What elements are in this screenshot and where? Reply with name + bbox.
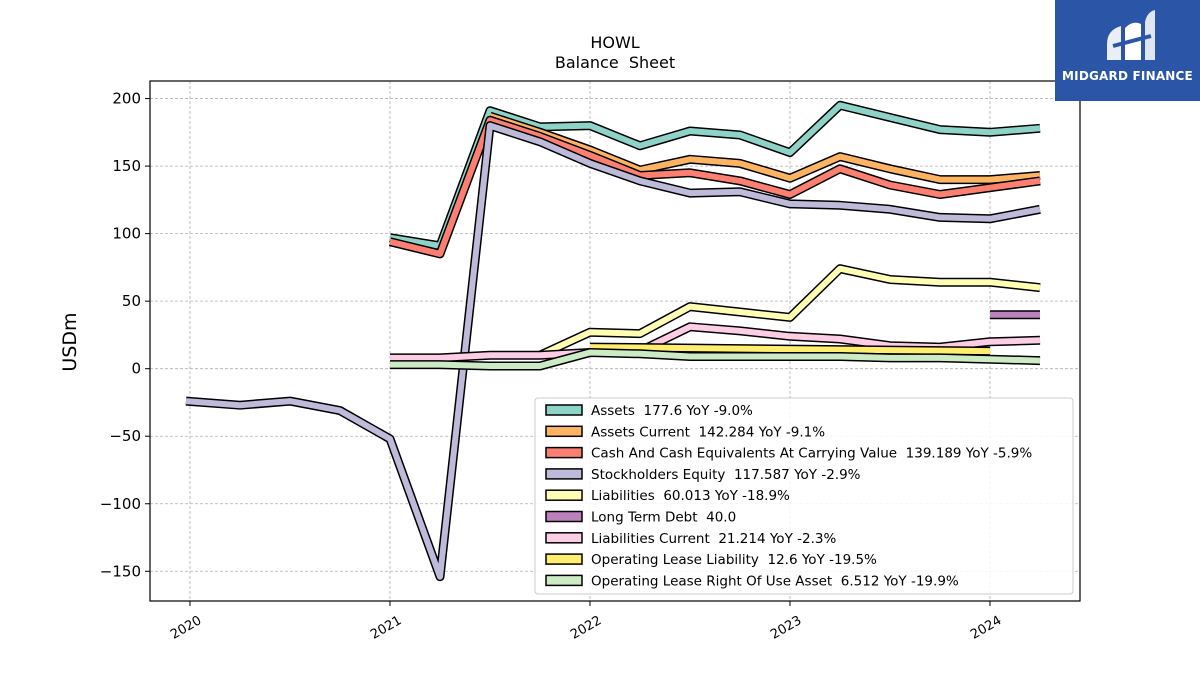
series-operating-lease-right-of-use-asset — [390, 348, 1041, 371]
legend-label: Assets Current 142.284 YoY -9.1% — [591, 424, 825, 440]
legend-swatch — [545, 574, 583, 587]
series-lines — [185, 100, 1041, 582]
y-tick-label: −150 — [100, 562, 141, 580]
x-tick-label: 2020 — [168, 613, 204, 643]
legend-swatch — [545, 489, 583, 501]
y-tick-label: 50 — [122, 292, 141, 310]
series-assets — [389, 100, 1041, 251]
legend-label: Cash And Cash Equivalents At Carrying Va… — [591, 446, 1032, 462]
legend-swatch — [545, 468, 583, 480]
brand-logo-mark-icon — [1107, 10, 1155, 61]
legend: Assets 177.6 YoY -9.0% Assets Current 142… — [534, 397, 1074, 595]
x-tick-label: 2022 — [568, 613, 604, 643]
legend-label: Assets 177.6 YoY -9.0% — [591, 403, 753, 419]
legend-swatch — [545, 532, 583, 544]
y-tick-label: 200 — [112, 90, 141, 108]
brand-logo: MIDGARD FINANCE — [1055, 0, 1200, 101]
brand-name: MIDGARD FINANCE — [1062, 69, 1193, 83]
legend-swatch — [545, 446, 583, 459]
series-line — [538, 265, 1041, 358]
legend-swatch — [545, 425, 583, 438]
legend-box — [534, 397, 1074, 595]
legend-label: Liabilities Current 21.214 YoY -2.3% — [591, 531, 836, 547]
series-line — [389, 117, 1041, 257]
legend-label: Operating Lease Right Of Use Asset 6.512… — [591, 573, 959, 589]
y-tick-label: 150 — [112, 157, 141, 175]
series-stockholders-equity — [185, 121, 1041, 582]
series-operating-lease-liability — [589, 342, 991, 356]
x-tick-label: 2024 — [968, 613, 1004, 643]
legend-swatch — [545, 510, 583, 523]
chart-subtitle: Balance Sheet — [555, 53, 675, 72]
legend-label: Stockholders Equity 117.587 YoY -2.9% — [591, 467, 861, 483]
y-tick-label: 0 — [131, 360, 141, 378]
series-line — [389, 102, 1041, 249]
series-line — [390, 349, 1041, 369]
chart-title: HOWL — [590, 33, 639, 52]
legend-swatch — [545, 553, 583, 565]
axis-ticks: −150 −100 −50 0 50 100 150 200 2020 2021 2022 2023 2… — [100, 90, 1005, 643]
y-tick-label: −50 — [109, 427, 141, 445]
y-axis-label: USDm — [59, 312, 81, 371]
series-line — [489, 113, 1041, 183]
y-tick-label: −100 — [100, 495, 141, 513]
y-tick-label: 100 — [112, 225, 141, 243]
plot-area-frame — [149, 80, 1081, 602]
series-assets-current — [488, 111, 1041, 185]
series-liabilities — [538, 264, 1041, 360]
x-tick-label: 2021 — [368, 613, 404, 643]
series-line — [185, 122, 1041, 580]
legend-swatch — [545, 404, 583, 416]
series-cash-and-cash-equivalents-at-carrying-value — [388, 115, 1041, 259]
series-line — [589, 344, 991, 355]
x-tick-label: 2023 — [768, 613, 804, 643]
legend-label: Long Term Debt 40.0 — [591, 510, 736, 526]
legend-label: Liabilities 60.013 YoY -18.9% — [591, 488, 790, 504]
legend-label: Operating Lease Liability 12.6 YoY -19.5… — [591, 552, 877, 568]
